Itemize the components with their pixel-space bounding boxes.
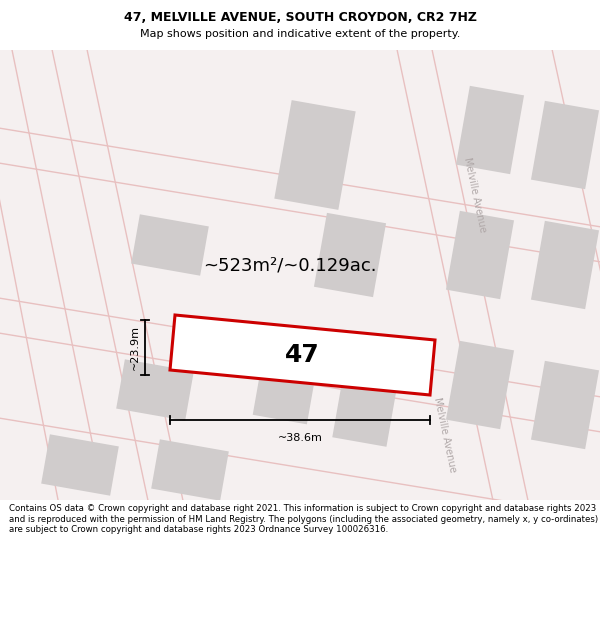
Polygon shape	[253, 356, 317, 424]
Text: 47, MELVILLE AVENUE, SOUTH CROYDON, CR2 7HZ: 47, MELVILLE AVENUE, SOUTH CROYDON, CR2 …	[124, 11, 476, 24]
Polygon shape	[131, 214, 209, 276]
Polygon shape	[456, 86, 524, 174]
Polygon shape	[531, 221, 599, 309]
Polygon shape	[274, 100, 356, 210]
Polygon shape	[151, 439, 229, 501]
Polygon shape	[116, 359, 194, 421]
Text: Melville Avenue: Melville Avenue	[432, 396, 458, 474]
Text: Contains OS data © Crown copyright and database right 2021. This information is : Contains OS data © Crown copyright and d…	[9, 504, 598, 534]
Text: ~23.9m: ~23.9m	[130, 325, 140, 370]
Text: Map shows position and indicative extent of the property.: Map shows position and indicative extent…	[140, 29, 460, 39]
Polygon shape	[531, 361, 599, 449]
Polygon shape	[170, 315, 435, 395]
Text: ~523m²/~0.129ac.: ~523m²/~0.129ac.	[203, 256, 377, 274]
Polygon shape	[332, 373, 398, 447]
Text: ~38.6m: ~38.6m	[278, 433, 322, 443]
Polygon shape	[41, 434, 119, 496]
Text: 47: 47	[285, 343, 320, 367]
Polygon shape	[314, 213, 386, 297]
Polygon shape	[446, 211, 514, 299]
Text: Melville Avenue: Melville Avenue	[462, 156, 488, 234]
Polygon shape	[531, 101, 599, 189]
Polygon shape	[446, 341, 514, 429]
